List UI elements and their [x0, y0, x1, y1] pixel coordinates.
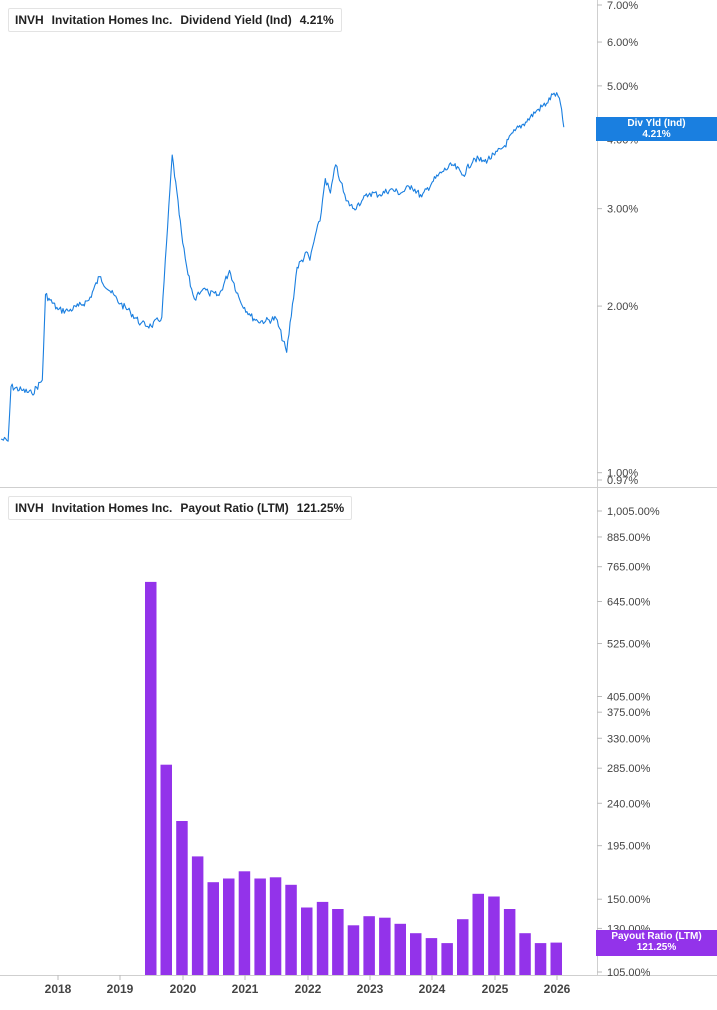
- dividend-yield-y-tick-label: 6.00%: [607, 37, 638, 49]
- payout-ratio-y-tick-label: 405.00%: [607, 691, 651, 703]
- x-axis-tick-label: 2019: [107, 982, 134, 996]
- dividend-yield-y-tick-label: 0.97%: [607, 475, 638, 487]
- payout-ratio-legend-value: 121.25%: [296, 501, 345, 515]
- payout-ratio-bar: [519, 933, 531, 975]
- payout-ratio-y-tick-label: 240.00%: [607, 798, 651, 810]
- dividend-yield-y-tick-label: 1.00%: [607, 468, 638, 480]
- dividend-yield-legend-value: 4.21%: [299, 13, 334, 27]
- payout-ratio-bar: [441, 943, 453, 975]
- dividend-yield-y-tick-label: 7.00%: [607, 0, 638, 12]
- dividend-yield-legend: INVH Invitation Homes Inc. Dividend Yiel…: [8, 8, 342, 32]
- x-axis-tick-label: 2025: [482, 982, 509, 996]
- payout-ratio-y-tick-label: 525.00%: [607, 639, 651, 651]
- payout-ratio-legend-company: Invitation Homes Inc.: [51, 501, 173, 515]
- payout-ratio-legend: INVH Invitation Homes Inc. Payout Ratio …: [8, 496, 352, 520]
- payout-ratio-bar: [472, 893, 484, 975]
- payout-ratio-bar: [285, 884, 297, 975]
- dividend-yield-callout-value: 4.21%: [642, 129, 671, 140]
- payout-ratio-bar: [191, 856, 204, 975]
- dividend-yield-y-tick-label: 5.00%: [607, 81, 638, 93]
- payout-ratio-y-tick-label: 1,005.00%: [607, 506, 660, 518]
- payout-ratio-bar: [550, 942, 562, 975]
- x-axis-tick-label: 2024: [419, 982, 446, 996]
- payout-ratio-bar: [379, 917, 391, 975]
- payout-ratio-bar: [316, 901, 329, 975]
- payout-ratio-y-tick-label: 765.00%: [607, 562, 651, 574]
- payout-ratio-bar: [425, 938, 438, 975]
- payout-ratio-bar: [207, 882, 219, 975]
- payout-ratio-bar: [503, 909, 516, 975]
- payout-ratio-bar: [269, 877, 282, 975]
- dividend-yield-callout: Div Yld (Ind) 4.21%: [596, 117, 717, 141]
- payout-ratio-bar: [410, 933, 422, 975]
- payout-ratio-bar: [145, 581, 157, 975]
- x-axis-tick-label: 2023: [357, 982, 384, 996]
- payout-ratio-bar: [332, 909, 344, 975]
- x-axis-tick-label: 2021: [232, 982, 259, 996]
- dividend-yield-legend-metric: Dividend Yield (Ind): [180, 13, 292, 27]
- payout-ratio-bar: [534, 943, 547, 975]
- dividend-yield-y-tick-label: 2.00%: [607, 301, 638, 313]
- payout-ratio-y-tick-label: 645.00%: [607, 597, 651, 609]
- payout-ratio-y-tick-label: 105.00%: [607, 967, 651, 979]
- payout-ratio-bar: [347, 925, 360, 975]
- dividend-yield-y-tick-label: 3.00%: [607, 204, 638, 216]
- payout-ratio-bar: [223, 878, 235, 975]
- dividend-yield-line: [0, 92, 565, 442]
- x-axis-tick-label: 2018: [45, 982, 72, 996]
- payout-ratio-y-tick-label: 150.00%: [607, 894, 651, 906]
- payout-ratio-bar: [457, 919, 469, 975]
- payout-ratio-bar: [363, 916, 375, 975]
- payout-ratio-bar: [254, 878, 266, 975]
- payout-ratio-y-tick-label: 330.00%: [607, 733, 651, 745]
- payout-ratio-y-tick-label: 375.00%: [607, 707, 651, 719]
- payout-ratio-callout: Payout Ratio (LTM) 121.25%: [596, 930, 717, 956]
- dividend-yield-legend-company: Invitation Homes Inc.: [51, 13, 173, 27]
- payout-ratio-callout-label: Payout Ratio (LTM): [611, 931, 702, 942]
- dividend-yield-callout-label: Div Yld (Ind): [627, 118, 686, 129]
- payout-ratio-bar: [176, 821, 188, 975]
- payout-ratio-bar: [301, 907, 313, 975]
- x-axis-tick-label: 2026: [544, 982, 571, 996]
- x-axis-tick-label: 2022: [295, 982, 322, 996]
- payout-ratio-bar: [160, 764, 172, 975]
- payout-ratio-callout-value: 121.25%: [636, 942, 677, 953]
- payout-ratio-y-tick-label: 195.00%: [607, 841, 651, 853]
- payout-ratio-bar: [238, 871, 251, 975]
- payout-ratio-y-tick-label: 885.00%: [607, 532, 651, 544]
- dividend-yield-legend-ticker: INVH: [15, 13, 44, 27]
- payout-ratio-legend-ticker: INVH: [15, 501, 44, 515]
- payout-ratio-bar: [488, 896, 500, 975]
- payout-ratio-y-tick-label: 285.00%: [607, 763, 651, 775]
- payout-ratio-bar: [394, 923, 406, 975]
- x-axis-tick-label: 2020: [170, 982, 197, 996]
- payout-ratio-legend-metric: Payout Ratio (LTM): [180, 501, 289, 515]
